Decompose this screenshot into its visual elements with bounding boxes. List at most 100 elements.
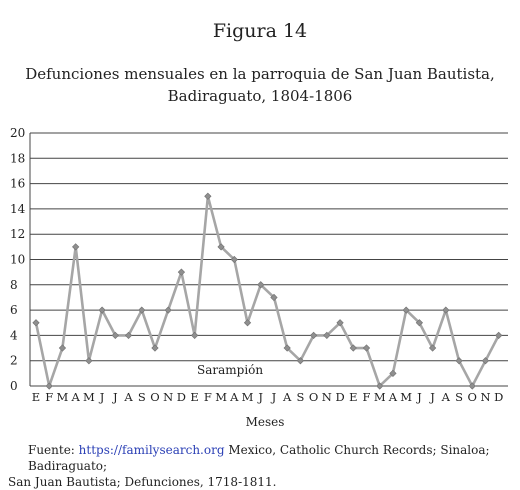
series-markers [32, 192, 503, 390]
source-link[interactable]: https://familysearch.org [78, 443, 225, 457]
y-tick-4: 4 [10, 328, 18, 342]
source-rest: Mexico, Catholic Church Records; Sinaloa… [28, 443, 490, 473]
annotation-sarampion: Sarampión [197, 363, 263, 377]
data-point-20 [283, 344, 291, 352]
source-prefix: Fuente: [28, 443, 79, 457]
y-tick-8: 8 [10, 278, 18, 292]
x-tick-17: M [242, 390, 254, 404]
data-point-4 [72, 243, 80, 251]
x-tick-18: J [257, 390, 263, 404]
x-tick-28: A [388, 390, 398, 404]
data-point-3 [58, 344, 67, 352]
y-tick-12: 12 [10, 227, 25, 241]
x-tick-23: N [322, 390, 332, 404]
x-tick-16: A [229, 390, 239, 404]
data-point-9 [138, 306, 146, 314]
y-tick-14: 14 [10, 202, 26, 216]
data-point-12 [177, 268, 186, 276]
x-tick-3: M [57, 390, 69, 404]
x-tick-29: M [400, 390, 412, 404]
data-point-2 [45, 382, 53, 390]
data-point-24 [336, 319, 344, 327]
data-point-7 [111, 331, 119, 340]
x-tick-33: S [455, 390, 463, 404]
x-tick-14: F [204, 390, 212, 404]
x-tick-31: J [429, 390, 435, 404]
x-tick-34: O [468, 390, 477, 404]
x-axis-label: Meses [246, 415, 285, 429]
data-point-1 [32, 319, 40, 327]
y-tick-6: 6 [10, 303, 18, 317]
x-tick-12: D [177, 390, 186, 404]
data-point-10 [151, 344, 159, 352]
series-polyline [34, 195, 500, 388]
x-tick-26: F [363, 390, 371, 404]
grid-lines [30, 132, 508, 362]
data-point-14 [204, 192, 212, 200]
x-tick-13: E [190, 390, 198, 404]
x-tick-25: E [349, 390, 357, 404]
x-tick-36: D [494, 390, 503, 404]
x-tick-9: S [138, 390, 146, 404]
data-point-18 [257, 281, 265, 289]
data-point-19 [270, 293, 278, 302]
data-point-11 [164, 306, 172, 314]
x-tick-11: N [163, 390, 173, 404]
y-tick-18: 18 [10, 151, 25, 165]
data-point-31 [428, 344, 437, 352]
chart-title-line-2: Badiraguato, 1804-1806 [167, 87, 353, 105]
data-point-32 [442, 306, 450, 314]
chart-title-line-1: Defunciones mensuales en la parroquia de… [25, 65, 495, 83]
figure-label: Figura 14 [212, 20, 308, 42]
data-point-17 [243, 319, 252, 327]
chart-title: Defunciones mensuales en la parroquia de… [0, 63, 520, 107]
x-tick-4: A [71, 390, 81, 404]
data-point-8 [124, 331, 133, 340]
data-point-36 [495, 331, 503, 340]
x-tick-35: N [480, 390, 490, 404]
source-line-2: San Juan Bautista; Defunciones, 1718-181… [8, 475, 277, 489]
x-tick-5: M [83, 390, 95, 404]
data-point-28 [389, 369, 397, 377]
x-tick-7: J [112, 390, 118, 404]
series-line [34, 195, 500, 388]
source-note: Fuente: https://familysearch.org Mexico,… [8, 442, 514, 490]
data-point-26 [362, 344, 371, 352]
x-tick-22: O [309, 390, 318, 404]
y-tick-2: 2 [10, 354, 18, 368]
data-point-29 [402, 306, 410, 314]
y-tick-0: 0 [10, 379, 18, 393]
data-point-5 [85, 357, 93, 365]
y-axis-ticks: 0 2 4 6 8 10 12 14 16 18 20 [10, 126, 26, 393]
x-tick-24: D [335, 390, 344, 404]
axes [29, 133, 508, 387]
x-tick-32: A [441, 390, 451, 404]
data-point-21 [296, 357, 305, 365]
data-point-22 [309, 331, 318, 340]
x-tick-19: J [271, 390, 277, 404]
data-point-33 [455, 357, 463, 365]
data-point-30 [415, 319, 424, 327]
x-tick-1: E [32, 390, 40, 404]
data-point-6 [98, 306, 106, 314]
y-tick-10: 10 [10, 253, 25, 267]
x-tick-15: M [215, 390, 227, 404]
data-point-13 [191, 331, 199, 340]
x-tick-2: F [45, 390, 53, 404]
data-point-25 [349, 344, 357, 352]
x-tick-10: O [150, 390, 159, 404]
x-tick-21: S [296, 390, 304, 404]
x-tick-30: J [416, 390, 422, 404]
data-point-27 [376, 382, 384, 390]
data-point-23 [323, 331, 331, 340]
y-tick-16: 16 [10, 177, 25, 191]
data-point-35 [481, 357, 490, 365]
data-point-15 [217, 243, 225, 251]
data-point-16 [230, 255, 238, 264]
x-tick-8: A [123, 390, 133, 404]
y-tick-20: 20 [10, 126, 25, 140]
x-tick-27: M [374, 390, 386, 404]
data-point-34 [468, 382, 476, 390]
